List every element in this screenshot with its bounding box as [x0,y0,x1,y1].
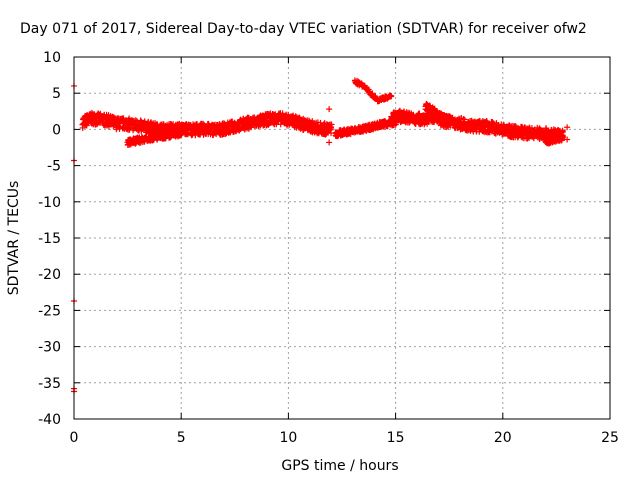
x-tick-label: 15 [387,430,405,446]
x-axis-label: GPS time / hours [281,458,398,474]
x-tick-label: 10 [279,430,297,446]
data-point [201,121,208,128]
data-point [559,134,566,141]
data-point [564,124,571,131]
data-point [328,124,335,131]
data-point [326,106,333,113]
x-tick-labels: 0 5 10 15 20 25 [70,430,619,446]
data-point [447,114,454,121]
y-tick-label: -10 [38,195,61,211]
y-tick-label: -5 [47,159,61,175]
data-point [393,119,400,126]
grid-lines [74,57,610,419]
y-tick-label: -40 [38,412,61,428]
data-point [388,92,395,99]
x-tick-label: 0 [70,430,79,446]
chart-title: Day 071 of 2017, Sidereal Day-to-day VTE… [20,21,587,37]
data-points [71,77,571,395]
y-tick-label: -25 [38,303,61,319]
data-point [564,136,571,143]
axis-ticks [73,56,611,420]
x-tick-label: 25 [601,430,619,446]
y-axis-label: SDTVAR / TECUs [6,181,22,296]
y-tick-label: 5 [52,86,61,102]
data-point [277,121,284,128]
x-tick-label: 5 [177,430,186,446]
y-tick-label: 0 [52,122,61,138]
y-tick-labels: 10 5 0 -5 -10 -15 -20 -25 -30 -35 -40 [38,50,61,428]
data-point [461,116,468,123]
y-tick-label: -30 [38,340,61,356]
x-tick-label: 20 [494,430,512,446]
y-tick-label: 10 [43,50,61,66]
y-tick-label: -35 [38,376,61,392]
y-tick-label: -20 [38,267,61,283]
data-point [448,118,455,125]
data-point [410,111,417,118]
y-tick-label: -15 [38,231,61,247]
data-point [326,139,333,146]
data-point [178,128,185,135]
